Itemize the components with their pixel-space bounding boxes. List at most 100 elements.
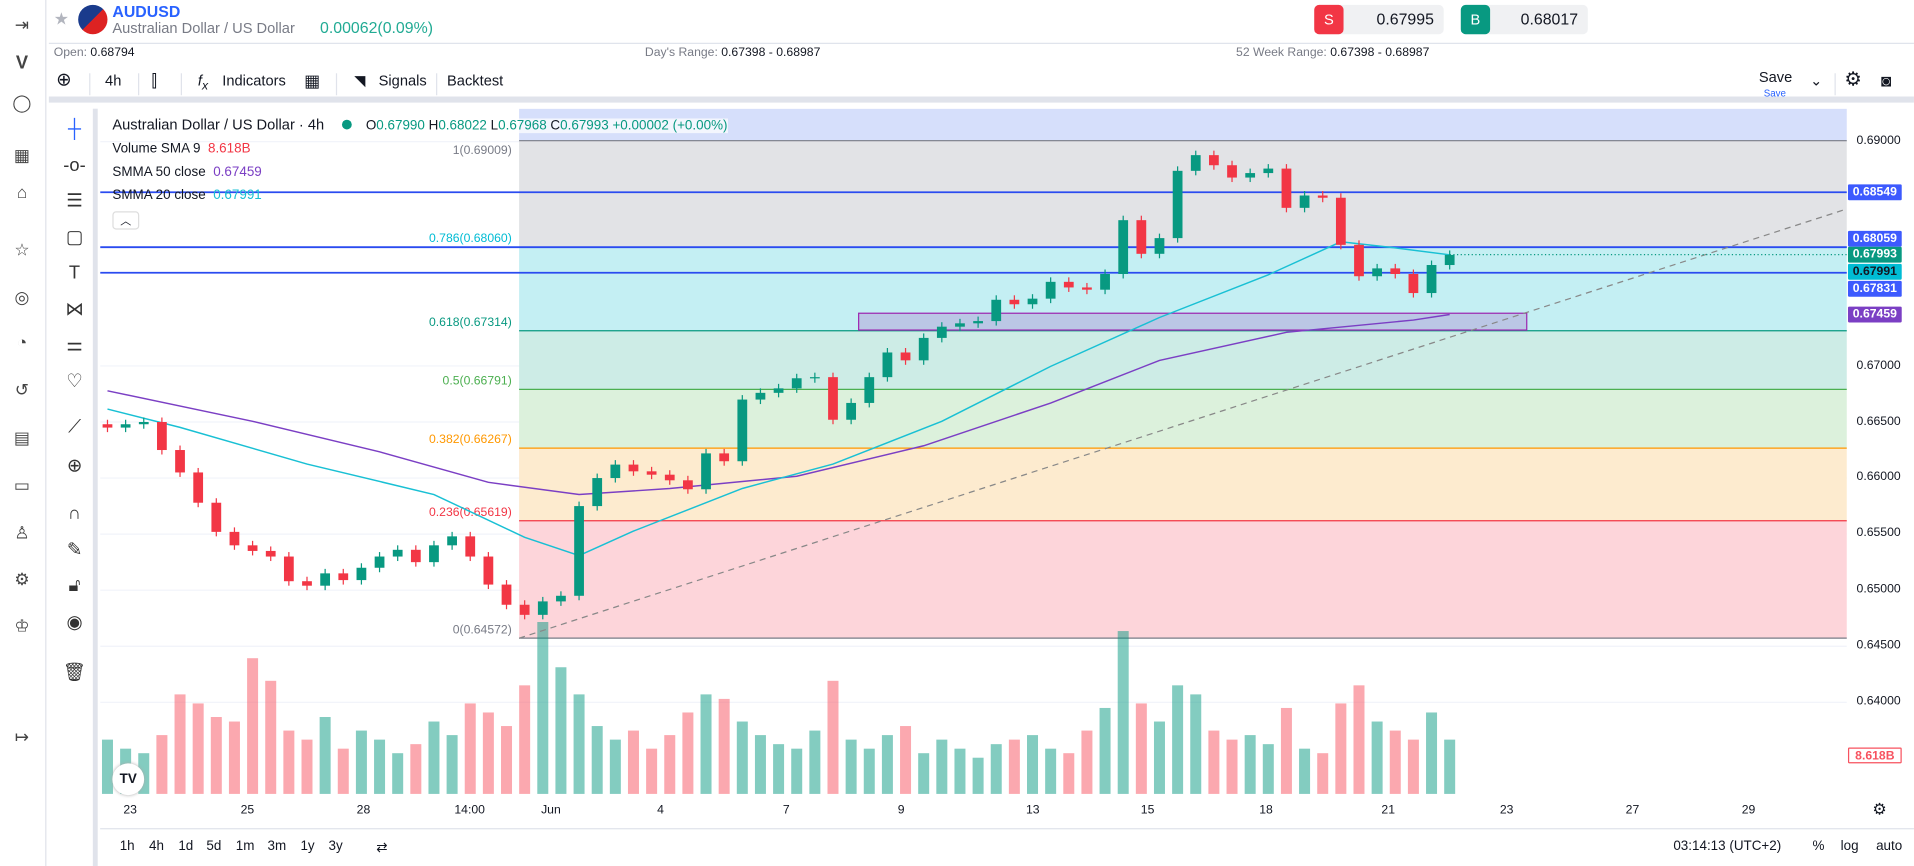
chevron-down-icon[interactable]: ⌄	[1810, 72, 1823, 90]
time-tick: 25	[240, 803, 255, 818]
open-info: Open: 0.68794	[53, 46, 135, 60]
bank-icon[interactable]: ⌂	[16, 181, 28, 202]
gear-icon[interactable]: ⚙	[1844, 69, 1862, 91]
range-1h[interactable]: 1h	[119, 839, 135, 854]
document-icon[interactable]: ▤	[13, 427, 31, 448]
pencil-lock-icon[interactable]: ✎	[66, 539, 83, 561]
smma20-line	[107, 241, 1450, 557]
range-3m[interactable]: 3m	[267, 839, 287, 854]
left-sidebar: ⇥ V ◯ ▦ ⌂ ☆ ◎ ◔ ↺ ▤ ▭ ♙ ⚙ ♔ ↦	[0, 0, 47, 866]
range-1y[interactable]: 1y	[300, 839, 315, 854]
backtest-button[interactable]: Backtest	[447, 72, 504, 90]
history-icon[interactable]: ↺	[14, 379, 30, 400]
interval-button[interactable]: 4h	[105, 72, 122, 90]
auto-toggle[interactable]: auto	[1876, 839, 1903, 854]
volume-bar	[1081, 730, 1093, 794]
volume-bar	[337, 748, 349, 794]
axis-settings-icon[interactable]: ⚙	[1872, 800, 1887, 819]
range-3y[interactable]: 3y	[328, 839, 343, 854]
magnet-icon[interactable]: ∩	[67, 503, 82, 524]
ruler-icon[interactable]: ⟋	[68, 416, 81, 438]
camera-icon[interactable]: ◙	[1880, 70, 1892, 91]
week52-range-info: 52 Week Range: 0.67398 - 0.68987	[1236, 46, 1430, 60]
candle-body	[283, 556, 294, 582]
layouts-icon[interactable]: ▦	[304, 70, 321, 91]
symbol-ticker[interactable]: AUDUSD	[112, 2, 181, 21]
range-1m[interactable]: 1m	[235, 839, 255, 854]
symbol-name: Australian Dollar / US Dollar	[112, 19, 295, 37]
range-1d[interactable]: 1d	[178, 839, 194, 854]
symbol-header	[48, 0, 1914, 44]
add-symbol-icon[interactable]: ⊕	[56, 69, 72, 91]
candle-body	[955, 323, 965, 327]
candle-body	[791, 378, 802, 389]
account-icon[interactable]: ◯	[12, 92, 32, 113]
eye-icon[interactable]: ◉	[66, 611, 83, 633]
crosshair-icon[interactable]: ┼	[67, 118, 81, 140]
range-4h[interactable]: 4h	[149, 839, 164, 854]
star-icon[interactable]: ☆	[14, 239, 30, 259]
clock[interactable]: 03:14:13 (UTC+2)	[1673, 839, 1782, 854]
candle-body	[193, 472, 204, 503]
candle-body	[1118, 220, 1129, 274]
rectangle-icon[interactable]: ▢	[65, 227, 84, 248]
save-button[interactable]: Save	[1758, 68, 1793, 86]
date-range-icon[interactable]: ⇄	[376, 840, 388, 855]
trophy-icon[interactable]: ♔	[14, 615, 30, 636]
pattern-icon[interactable]: ⋈	[65, 299, 84, 321]
fib-tool-icon[interactable]: ☰	[66, 190, 83, 212]
logout-icon[interactable]: ↦	[14, 726, 30, 747]
candle-body	[356, 567, 367, 581]
volume-bar	[1262, 744, 1274, 794]
sell-button[interactable]: S 0.67995	[1314, 4, 1444, 35]
candles-icon[interactable]: ⫿	[151, 70, 157, 91]
candle-body	[1299, 195, 1310, 208]
candle-body	[447, 536, 457, 546]
zoom-icon[interactable]: ⊕	[66, 455, 83, 477]
forecast-icon[interactable]: ⚌	[66, 334, 83, 356]
settings-icon[interactable]: ⚙	[14, 569, 30, 589]
lock-icon[interactable]: 🔓︎	[68, 575, 81, 597]
signals-button[interactable]: Signals	[378, 72, 427, 90]
buy-button[interactable]: B 0.68017	[1460, 4, 1588, 35]
candle-body	[392, 549, 403, 557]
candle-body	[1209, 155, 1219, 166]
wallet-icon[interactable]: ◎	[14, 287, 30, 307]
pie-chart-icon[interactable]: ◔	[16, 332, 28, 352]
log-toggle[interactable]: log	[1840, 839, 1859, 854]
dashboard-icon[interactable]: ▦	[13, 145, 31, 165]
expand-icon[interactable]: ⇥	[14, 14, 30, 35]
volume-bar	[1371, 721, 1383, 794]
candle-body	[1444, 254, 1455, 266]
volume-bar	[1190, 694, 1202, 794]
candle-body	[410, 549, 421, 563]
volume-bar	[972, 757, 984, 794]
candle-body	[157, 421, 167, 451]
trendline-icon[interactable]: -o-	[63, 155, 86, 176]
user-icon[interactable]: ♙	[14, 522, 30, 543]
volume-bar	[428, 721, 440, 794]
volume-bar	[1135, 703, 1147, 794]
volume-bar	[1208, 730, 1220, 794]
candle-body	[1063, 281, 1074, 288]
collapse-legend-button[interactable]: ︿	[112, 211, 140, 230]
candle-body	[683, 480, 693, 490]
volume-bar	[537, 622, 549, 794]
card-icon[interactable]: ▭	[13, 475, 31, 495]
indicators-button[interactable]: Indicators	[222, 72, 286, 90]
candle-body	[610, 464, 621, 479]
heart-icon[interactable]: ♡	[66, 371, 83, 393]
volume-bar	[464, 703, 476, 794]
volume-bar	[609, 739, 621, 794]
trash-icon[interactable]: 🗑︎	[62, 661, 87, 683]
range-5d[interactable]: 5d	[206, 839, 222, 854]
candle-body	[1354, 244, 1364, 277]
text-icon[interactable]: T	[68, 262, 81, 284]
price-chart[interactable]: 1(0.69009) 0.786(0.68060) 0.618(0.67314) 0.…	[100, 108, 1914, 799]
percent-toggle[interactable]: %	[1812, 839, 1825, 854]
candle-body	[211, 502, 222, 532]
candle-body	[1245, 173, 1256, 178]
star-icon[interactable]: ★	[53, 8, 70, 29]
volume-bar	[954, 748, 966, 794]
